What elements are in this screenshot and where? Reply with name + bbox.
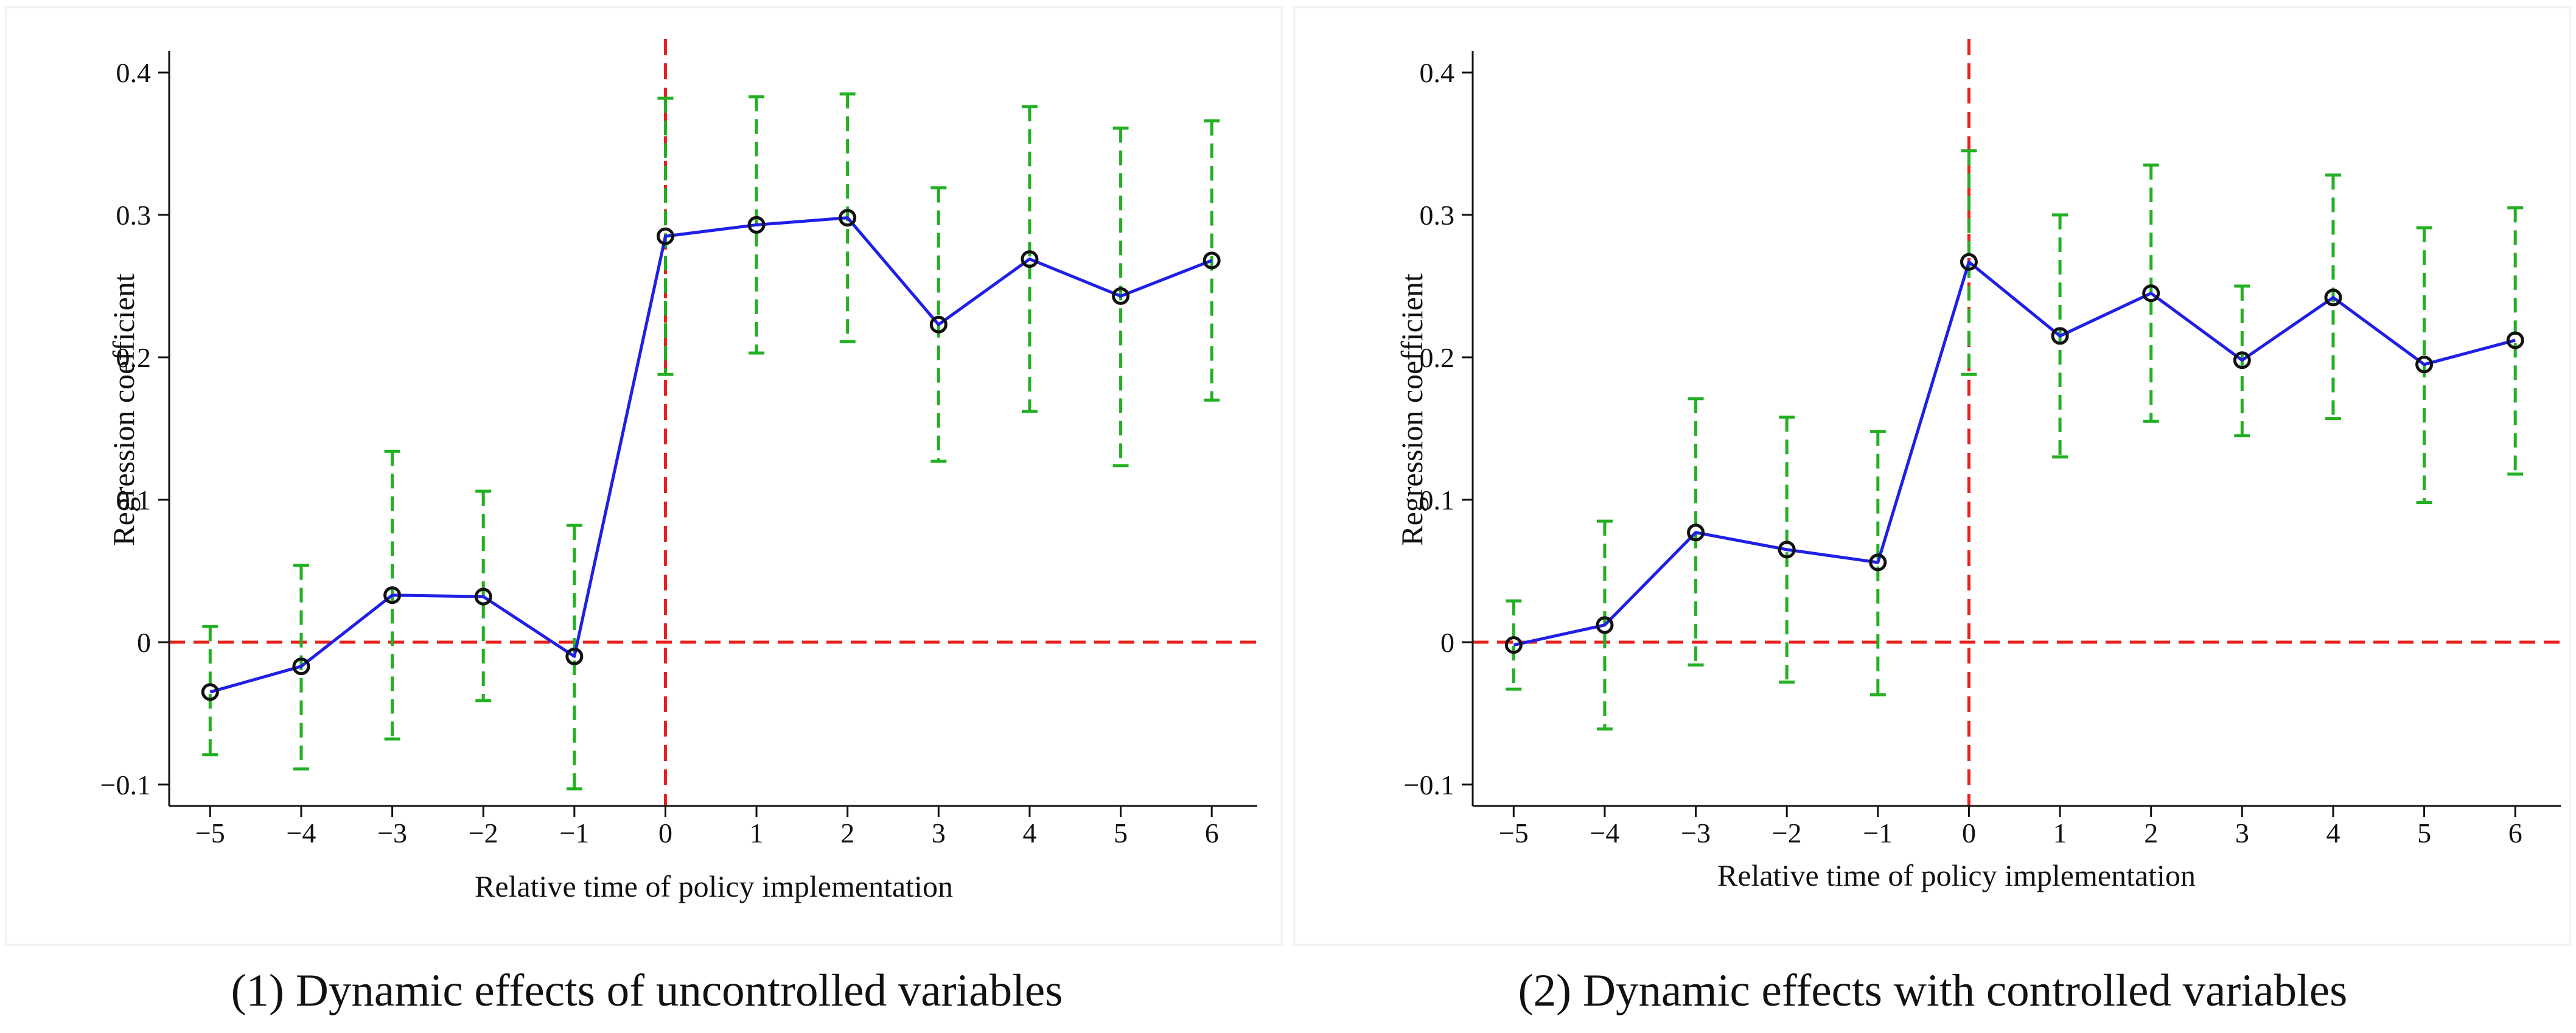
coefficient-point: [2142, 284, 2160, 303]
x-tick-label: 4: [2326, 818, 2340, 849]
reference-lines: [169, 39, 1257, 806]
reference-lines: [1473, 39, 2561, 806]
x-axis-label: Relative time of policy implementation: [1717, 858, 2196, 892]
coefficient-point: [839, 209, 857, 227]
x-tick-label: −2: [469, 818, 498, 849]
y-tick-label: 0.4: [1420, 57, 1455, 88]
event-study-chart-controlled: −0.1 0 0.1 0.2 0.3 0.4 −5 −4 −3 −2 −1 0 1 2 3 4 5 6 Regre…: [1293, 6, 2571, 1016]
coefficient-points: [201, 209, 1221, 701]
coefficient-point: [2506, 331, 2524, 349]
x-tick-label: 4: [1022, 818, 1036, 849]
coefficient-point: [1596, 616, 1614, 634]
x-tick-label: −5: [195, 818, 225, 849]
coefficient-point: [2324, 289, 2342, 307]
y-tick-label: −0.1: [1404, 769, 1454, 800]
y-tick-label: 0: [137, 627, 151, 658]
x-tick-label: −3: [377, 818, 407, 849]
coefficient-point: [292, 657, 310, 676]
y-tick-label: 0.2: [1420, 342, 1455, 373]
x-tick-label: −4: [286, 818, 316, 849]
axes: −0.1 0 0.1 0.2 0.3 0.4 −5 −4 −3 −2 −1 0 1 2 3 4 5 6: [1404, 51, 2561, 849]
coefficient-point: [2233, 351, 2251, 369]
coefficient-series-line: [1513, 260, 2516, 647]
coefficient-point: [747, 215, 766, 234]
chart-panel-uncontrolled: −0.1 0 0.1 0.2 0.3 0.4 −5 −4 −3 −2 −1 0 1 2 3 4 5 6 Regre…: [0, 0, 1288, 1030]
axes: −0.1 0 0.1 0.2 0.3 0.4 −5 −4 −3 −2 −1 0 1 2 3 4 5 6: [100, 51, 1257, 849]
plot-frame: [1293, 6, 2571, 946]
x-tick-label: 2: [840, 818, 854, 849]
confidence-intervals: [202, 92, 1220, 791]
chart-panel-controlled: −0.1 0 0.1 0.2 0.3 0.4 −5 −4 −3 −2 −1 0 1 2 3 4 5 6 Regre…: [1288, 0, 2576, 1030]
y-tick-label: −0.1: [100, 769, 151, 800]
coefficient-point: [1960, 253, 1978, 271]
coefficient-point: [1687, 524, 1705, 542]
x-tick-label: 6: [2508, 818, 2522, 849]
plot-frame: [5, 6, 1283, 946]
x-tick-label: −4: [1590, 818, 1619, 849]
y-axis-label: Regression coefficient: [106, 273, 141, 546]
coefficient-point: [474, 587, 492, 606]
coefficient-series-line: [209, 216, 1213, 694]
x-tick-label: 1: [750, 818, 764, 849]
y-tick-label: 0.3: [1420, 200, 1455, 231]
coefficient-point: [1504, 636, 1523, 654]
coefficient-point: [1112, 287, 1130, 305]
x-tick-label: −5: [1499, 818, 1529, 849]
coefficient-point: [1202, 251, 1221, 270]
x-tick-label: 3: [932, 818, 946, 849]
x-tick-label: −1: [1863, 818, 1893, 849]
x-tick-label: 1: [2053, 818, 2067, 849]
event-study-chart-uncontrolled: −0.1 0 0.1 0.2 0.3 0.4 −5 −4 −3 −2 −1 0 1 2 3 4 5 6 Regre…: [5, 6, 1283, 1016]
x-tick-label: −2: [1772, 818, 1802, 849]
coefficient-point: [201, 683, 219, 701]
coefficient-point: [383, 586, 402, 604]
coefficient-point: [1869, 553, 1887, 572]
x-tick-label: 0: [658, 818, 672, 849]
x-tick-label: 3: [2235, 818, 2249, 849]
y-tick-label: 0.1: [116, 485, 152, 516]
x-tick-label: 5: [1114, 818, 1128, 849]
x-tick-label: −1: [559, 818, 589, 849]
y-tick-label: 0.1: [1420, 485, 1455, 516]
y-tick-label: 0: [1440, 627, 1454, 658]
x-tick-label: 2: [2144, 818, 2158, 849]
coefficient-point: [2051, 327, 2069, 345]
coefficient-point: [656, 227, 674, 245]
coefficient-point: [1021, 250, 1039, 268]
x-tick-label: 5: [2417, 818, 2431, 849]
coefficient-point: [1778, 541, 1796, 559]
coefficient-line: [1513, 260, 2516, 647]
coefficient-point: [929, 315, 948, 334]
y-axis-label: Regression coefficient: [1395, 273, 1429, 546]
y-tick-label: 0.3: [116, 200, 152, 231]
x-tick-label: 0: [1962, 818, 1976, 849]
figure-caption: (2) Dynamic effects with controlled vari…: [1518, 965, 2348, 1016]
y-tick-label: 0.4: [116, 57, 152, 88]
coefficient-point: [2415, 355, 2434, 374]
x-axis-label: Relative time of policy implementation: [475, 869, 953, 903]
figure-caption: (1) Dynamic effects of uncontrolled vari…: [231, 965, 1063, 1016]
x-tick-label: 6: [1205, 818, 1219, 849]
coefficient-point: [565, 647, 584, 665]
x-tick-label: −3: [1681, 818, 1711, 849]
y-tick-label: 0.2: [116, 342, 152, 373]
coefficient-points: [1504, 253, 2524, 654]
coefficient-line: [209, 216, 1213, 694]
